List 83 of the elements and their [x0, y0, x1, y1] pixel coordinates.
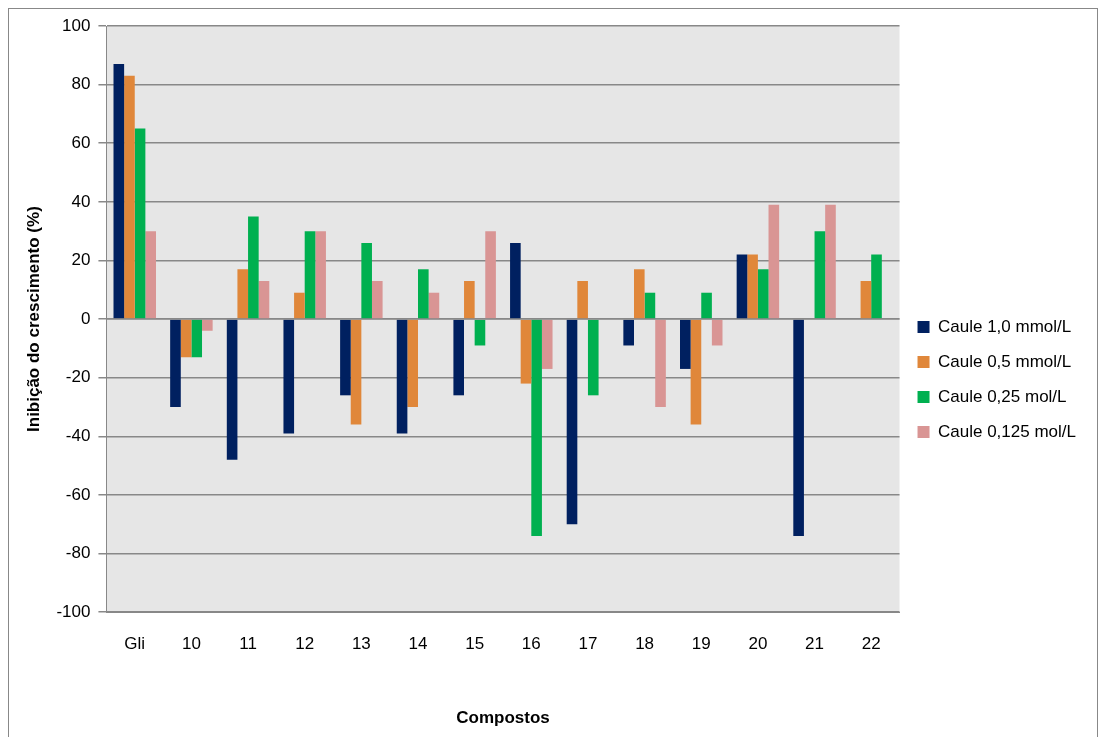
bar [577, 281, 588, 319]
y-tick-label: 0 [80, 308, 91, 328]
bar [396, 319, 408, 434]
x-tick-label: 10 [181, 634, 201, 654]
bar [623, 319, 634, 346]
bar [283, 319, 295, 434]
x-axis-title: Compostos [456, 708, 550, 728]
legend-label: Caule 0,5 mmol/L [938, 351, 1072, 371]
x-tick-label: 16 [521, 634, 541, 654]
bar [633, 269, 645, 319]
bar [145, 231, 156, 319]
bar [520, 319, 532, 384]
bar [757, 269, 769, 319]
bar [258, 281, 270, 319]
bar [814, 231, 826, 319]
bar [428, 292, 440, 319]
bar [340, 319, 351, 396]
bar [680, 319, 691, 369]
bar [361, 242, 372, 319]
bar [587, 319, 599, 396]
y-tick-label: -60 [65, 484, 91, 504]
bar [248, 216, 259, 319]
x-tick-label: 13 [351, 634, 371, 654]
bar [407, 319, 418, 408]
x-tick-label: 15 [465, 634, 485, 654]
bar [747, 254, 758, 319]
bar [736, 254, 748, 319]
y-axis-title: Inibição do crescimento (%) [23, 206, 43, 432]
bar [871, 254, 882, 319]
bar [113, 64, 125, 319]
y-tick-label: -80 [65, 543, 91, 563]
x-tick-label: 11 [239, 634, 257, 654]
bar [202, 319, 213, 331]
legend-label: Caule 0,125 mol/L [938, 421, 1077, 441]
bar [418, 269, 429, 319]
bar [690, 319, 702, 425]
bar [371, 281, 383, 319]
bar [315, 231, 326, 319]
y-tick-label: 20 [71, 250, 91, 270]
bar [531, 319, 542, 536]
x-tick-label: 18 [635, 634, 655, 654]
bar [860, 281, 872, 319]
y-tick-label: -40 [65, 426, 91, 446]
bar [510, 242, 521, 319]
legend-label: Caule 1,0 mmol/L [938, 316, 1072, 336]
bar [464, 281, 475, 319]
bar [541, 319, 553, 369]
bar [566, 319, 578, 525]
bar [304, 231, 316, 319]
bar [237, 269, 249, 319]
bar [453, 319, 465, 396]
bar [768, 204, 780, 319]
y-tick-label: 40 [71, 191, 91, 211]
bar [825, 204, 836, 319]
x-tick-label: 19 [691, 634, 711, 654]
y-tick-label: -20 [65, 367, 91, 387]
x-tick-label: 22 [861, 634, 881, 654]
bar [134, 128, 146, 319]
x-tick-label: Gli [124, 634, 146, 654]
bar [485, 231, 496, 319]
bar [350, 319, 362, 425]
x-tick-label: 14 [408, 634, 428, 654]
x-tick-label: 12 [295, 634, 315, 654]
y-tick-label: 60 [71, 132, 91, 152]
bar [191, 319, 203, 358]
bar [701, 292, 712, 319]
x-tick-label: 17 [578, 634, 598, 654]
bar [124, 75, 135, 319]
bar [294, 292, 305, 319]
bar [793, 319, 804, 536]
y-tick-label: 100 [62, 15, 91, 35]
x-tick-label: 21 [805, 634, 825, 654]
y-tick-label: 80 [71, 74, 91, 94]
bar [474, 319, 486, 346]
y-tick-label: -100 [56, 601, 91, 621]
legend-label: Caule 0,25 mol/L [938, 386, 1067, 406]
bar [644, 292, 656, 319]
bar [180, 319, 192, 358]
bar [655, 319, 666, 408]
bar [711, 319, 723, 346]
x-tick-label: 20 [748, 634, 768, 654]
bar [226, 319, 238, 460]
bar [170, 319, 181, 408]
